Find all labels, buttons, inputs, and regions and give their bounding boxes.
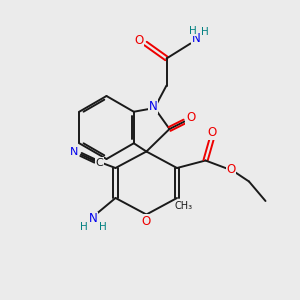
Text: O: O — [186, 111, 195, 124]
Text: O: O — [134, 34, 143, 47]
Text: N: N — [191, 32, 200, 46]
Text: N: N — [88, 212, 98, 226]
Text: H: H — [189, 26, 197, 36]
Text: H: H — [80, 222, 88, 232]
Text: O: O — [142, 214, 151, 228]
Text: C: C — [96, 158, 104, 168]
Text: CH₃: CH₃ — [175, 201, 193, 212]
Text: H: H — [201, 27, 209, 37]
Text: N: N — [70, 147, 78, 158]
Text: N: N — [148, 100, 158, 113]
Text: H: H — [99, 221, 106, 232]
Text: O: O — [207, 126, 216, 140]
Text: O: O — [226, 163, 236, 176]
